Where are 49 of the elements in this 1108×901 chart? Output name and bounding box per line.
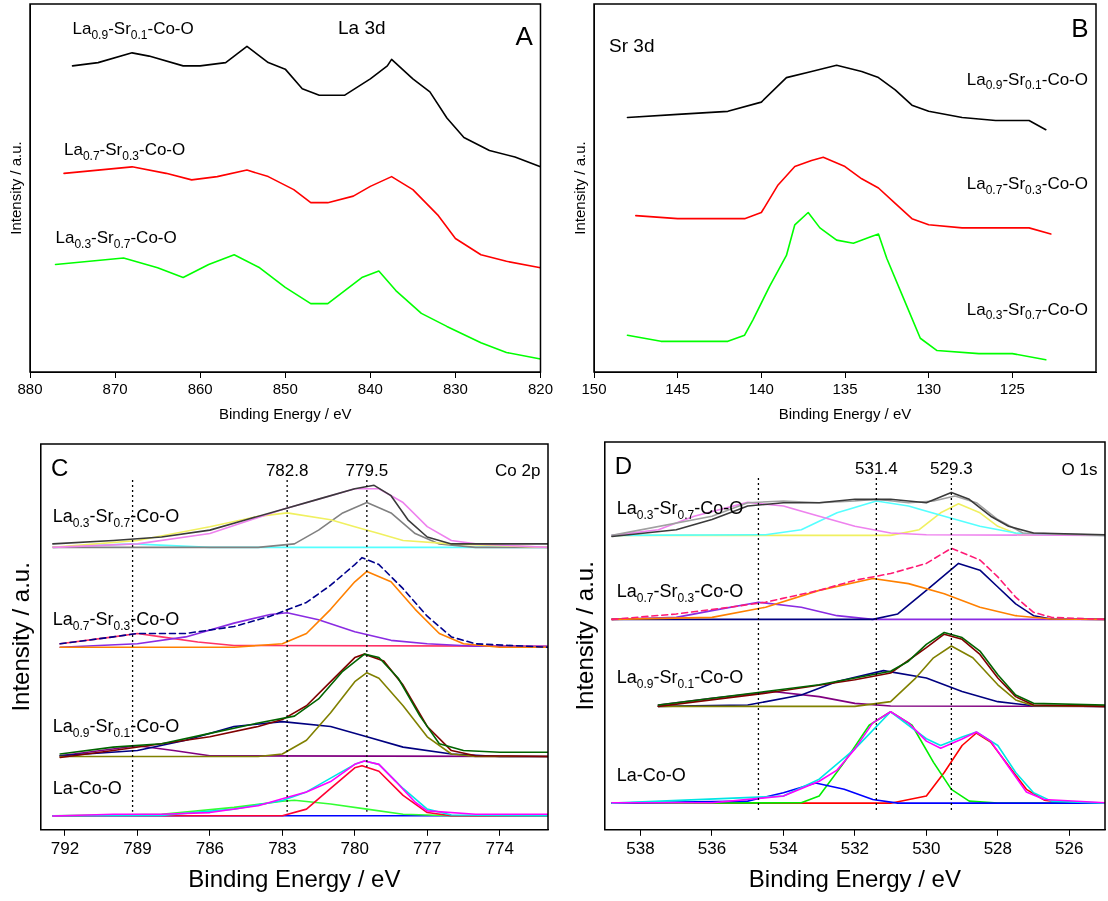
text: C: [50, 453, 69, 481]
series-label: La-Co-O: [616, 764, 686, 785]
x-tick-label: 783: [268, 838, 297, 858]
ref-line-label: 779.5: [345, 461, 389, 480]
x-tick-label: 850: [272, 380, 298, 398]
x-tick-label: 528: [983, 838, 1012, 858]
x-tick-label: 135: [832, 380, 858, 398]
x-tick-label: 150: [581, 380, 607, 398]
x-tick-label: 870: [102, 380, 128, 398]
text: B: [1071, 13, 1089, 44]
x-tick-label: 786: [195, 838, 225, 858]
x-axis-title: Binding Energy / eV: [778, 405, 912, 423]
x-tick-label: 792: [50, 838, 80, 858]
x-tick-label: 536: [697, 838, 727, 858]
x-tick-label: 820: [527, 380, 553, 398]
text: La 3d: [338, 17, 386, 39]
x-axis-title: Binding Energy / eV: [218, 405, 352, 423]
x-tick-label: 130: [916, 380, 942, 398]
x-tick-label: 777: [413, 838, 442, 858]
y-axis-title: Intensity / a.u.: [7, 562, 35, 712]
x-tick-label: 532: [840, 838, 870, 858]
ref-line-label: 531.4: [855, 459, 898, 478]
annotation: A: [515, 20, 534, 51]
x-tick-label: 140: [748, 380, 774, 398]
y-axis-title: Intensity / a.u.: [571, 141, 589, 235]
x-tick-label: 534: [769, 838, 798, 858]
x-tick-label: 830: [442, 380, 468, 398]
x-tick-label: 526: [1055, 838, 1084, 858]
text: O 1s: [1061, 459, 1098, 479]
text: Sr 3d: [609, 35, 655, 57]
x-tick-label: 774: [485, 838, 514, 858]
x-tick-label: 860: [187, 380, 213, 398]
x-axis-title: Binding Energy / eV: [188, 865, 401, 893]
ref-line-label: 529.3: [930, 459, 973, 478]
x-tick-label: 840: [357, 380, 383, 398]
y-axis-title: Intensity / a.u.: [7, 141, 25, 235]
y-axis-title: Intensity / a.u.: [571, 561, 599, 711]
x-tick-label: 780: [340, 838, 369, 858]
x-tick-label: 880: [17, 380, 43, 398]
text: Co 2p: [495, 461, 541, 481]
x-tick-label: 125: [999, 380, 1025, 398]
x-tick-label: 145: [665, 380, 691, 398]
series-label: La-Co-O: [52, 778, 122, 799]
x-tick-label: 538: [626, 838, 655, 858]
x-tick-label: 530: [912, 838, 941, 858]
text: D: [614, 451, 633, 479]
x-tick-label: 789: [123, 838, 152, 858]
ref-line-label: 782.8: [265, 461, 309, 480]
x-axis-title: Binding Energy / eV: [748, 865, 961, 893]
